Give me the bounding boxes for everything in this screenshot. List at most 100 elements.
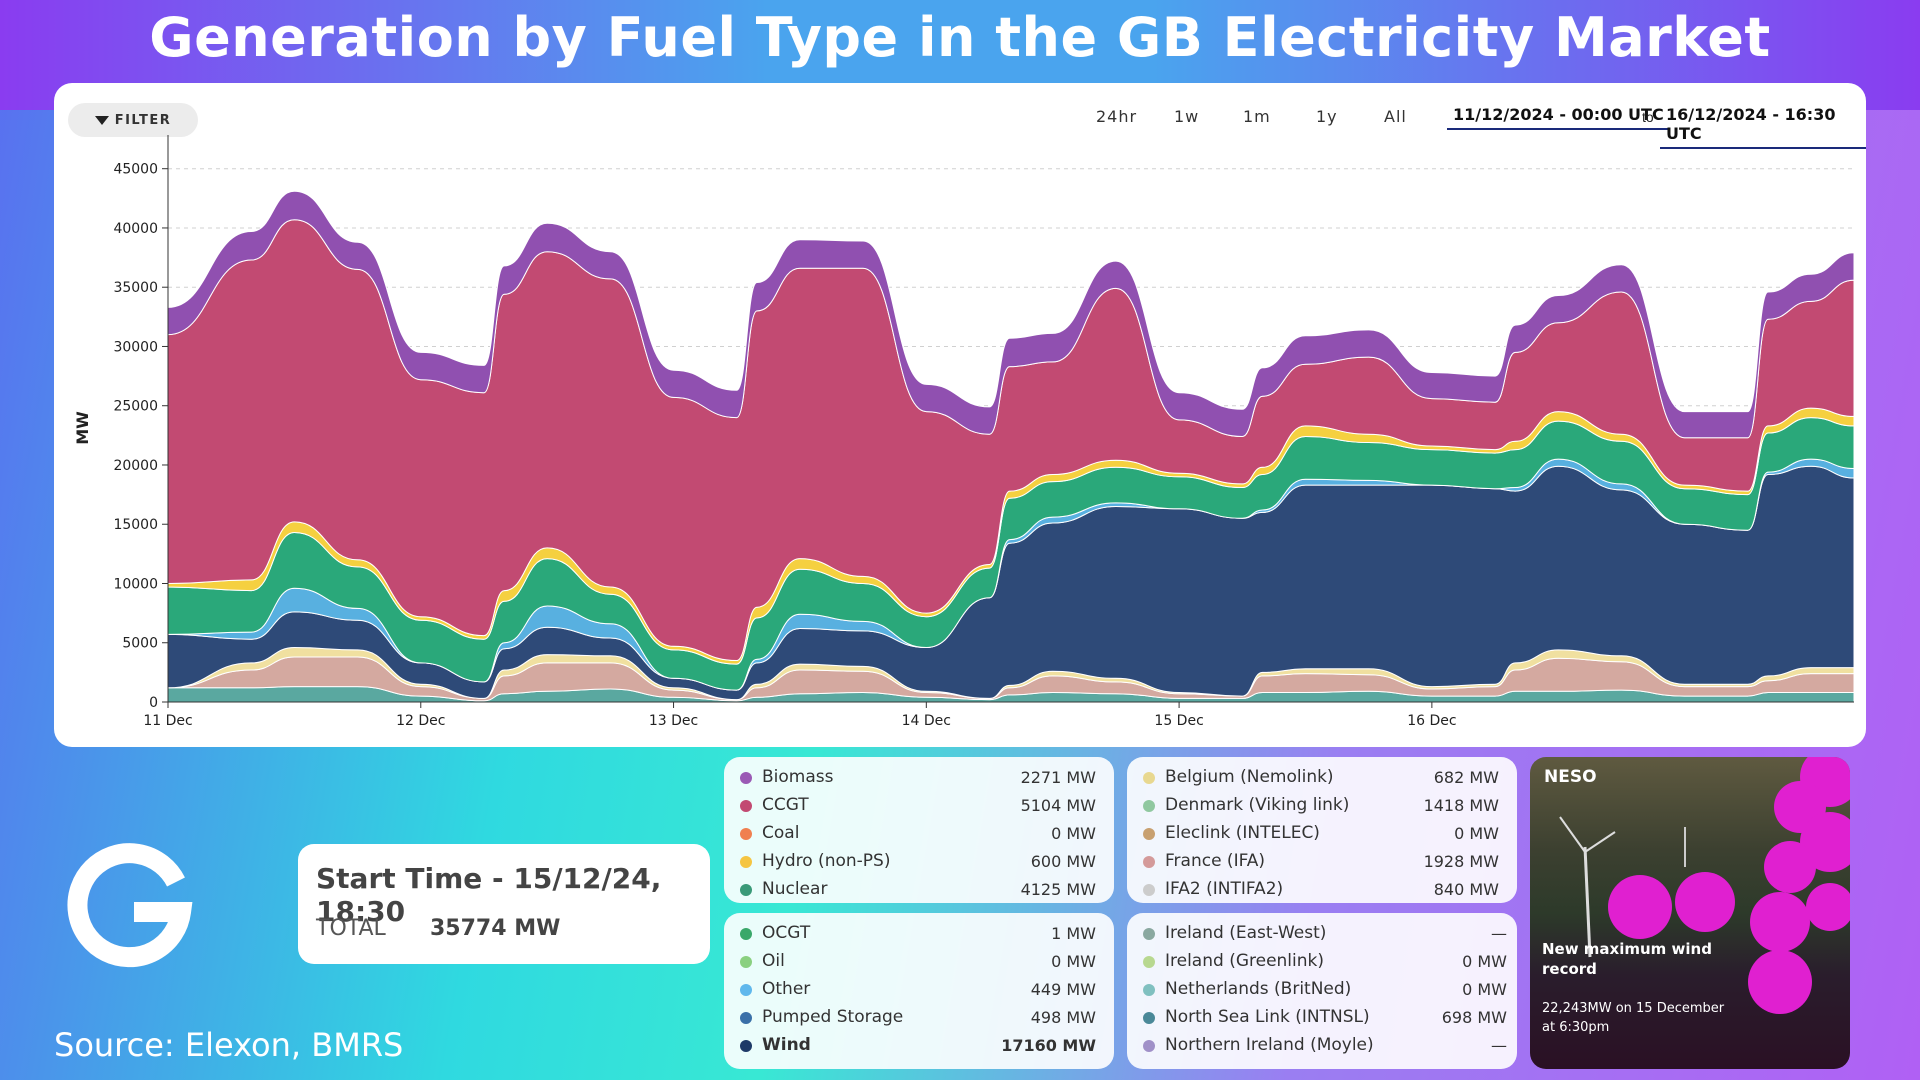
legend-label: Oil bbox=[762, 951, 785, 971]
legend-row[interactable]: Biomass 2271 MW bbox=[724, 765, 1114, 791]
legend-panel-interconnectors-b: Ireland (East-West) — Ireland (Greenlink) 0… bbox=[1127, 913, 1517, 1069]
legend-swatch bbox=[740, 800, 752, 812]
y-tick-label: 5000 bbox=[122, 636, 158, 652]
legend-swatch bbox=[740, 828, 752, 840]
legend-swatch bbox=[1143, 1040, 1155, 1052]
legend-swatch bbox=[740, 1012, 752, 1024]
legend-value: 600 MW bbox=[1030, 852, 1096, 871]
legend-swatch bbox=[1143, 928, 1155, 940]
legend-row[interactable]: Ireland (East-West) — bbox=[1127, 921, 1517, 947]
legend-value: 17160 MW bbox=[1001, 1036, 1096, 1055]
legend-swatch bbox=[740, 928, 752, 940]
legend-value: 5104 MW bbox=[1020, 796, 1096, 815]
legend-row[interactable]: Wind 17160 MW bbox=[724, 1033, 1114, 1059]
legend-row[interactable]: Oil 0 MW bbox=[724, 949, 1114, 975]
legend-swatch bbox=[1143, 1012, 1155, 1024]
legend-value: 4125 MW bbox=[1020, 880, 1096, 899]
legend-value: 449 MW bbox=[1030, 980, 1096, 999]
legend-row[interactable]: Netherlands (BritNed) 0 MW bbox=[1127, 977, 1517, 1003]
date-separator: to bbox=[1642, 109, 1654, 125]
legend-label: IFA2 (INTIFA2) bbox=[1165, 879, 1284, 899]
legend-swatch bbox=[1143, 884, 1155, 896]
legend-row[interactable]: Coal 0 MW bbox=[724, 821, 1114, 847]
y-tick-label: 10000 bbox=[113, 576, 158, 592]
legend-row[interactable]: Belgium (Nemolink) 682 MW bbox=[1127, 765, 1517, 791]
generation-area-chart: 0 5000 10000 15000 20000 25000 30000 35000 40000… bbox=[73, 135, 1855, 729]
legend-value: 2271 MW bbox=[1020, 768, 1096, 787]
legend-row[interactable]: Eleclink (INTELEC) 0 MW bbox=[1127, 821, 1517, 847]
x-tick-label: 15 Dec bbox=[1154, 713, 1203, 729]
filter-icon bbox=[94, 115, 109, 125]
y-tick-label: 40000 bbox=[113, 221, 158, 237]
neso-promo-card[interactable]: NESO New maximum wind record 22,243MW on… bbox=[1530, 757, 1850, 1069]
start-time-title: Start Time - 15/12/24, 18:30 bbox=[316, 862, 662, 928]
legend-swatch bbox=[740, 856, 752, 868]
legend-value: 698 MW bbox=[1441, 1008, 1507, 1027]
total-value: 35774 MW bbox=[430, 916, 561, 941]
legend-swatch bbox=[740, 1040, 752, 1052]
x-tick-label: 14 Dec bbox=[902, 713, 951, 729]
legend-value: 498 MW bbox=[1030, 1008, 1096, 1027]
legend-panel-fuels: Biomass 2271 MW CCGT 5104 MW Coal 0 MW Hydro (… bbox=[724, 757, 1114, 903]
legend-value: 1928 MW bbox=[1423, 852, 1499, 871]
legend-value: 0 MW bbox=[1462, 980, 1507, 999]
legend-row[interactable]: Other 449 MW bbox=[724, 977, 1114, 1003]
legend-row[interactable]: North Sea Link (INTNSL) 698 MW bbox=[1127, 1005, 1517, 1031]
legend-label: Nuclear bbox=[762, 879, 828, 899]
legend-row[interactable]: Hydro (non-PS) 600 MW bbox=[724, 849, 1114, 875]
promo-detail-2: at 6:30pm bbox=[1542, 1020, 1610, 1035]
range-1y[interactable]: 1y bbox=[1316, 107, 1338, 126]
legend-label: Denmark (Viking link) bbox=[1165, 795, 1350, 815]
legend-swatch bbox=[740, 772, 752, 784]
chart-card: FILTER 24hr 1w 1m 1y All 11/12/2024 - 00… bbox=[54, 83, 1866, 747]
legend-swatch bbox=[1143, 856, 1155, 868]
legend-swatch bbox=[1143, 772, 1155, 784]
legend-swatch bbox=[740, 956, 752, 968]
legend-row[interactable]: CCGT 5104 MW bbox=[724, 793, 1114, 819]
legend-row[interactable]: OCGT 1 MW bbox=[724, 921, 1114, 947]
legend-value: 0 MW bbox=[1454, 824, 1499, 843]
legend-value: 1418 MW bbox=[1423, 796, 1499, 815]
legend-value: 840 MW bbox=[1433, 880, 1499, 899]
x-tick-label: 13 Dec bbox=[649, 713, 698, 729]
promo-detail-1: 22,243MW on 15 December bbox=[1542, 1001, 1725, 1016]
x-tick-label: 12 Dec bbox=[396, 713, 445, 729]
legend-panel-interconnectors-a: Belgium (Nemolink) 682 MW Denmark (Viking … bbox=[1127, 757, 1517, 903]
legend-swatch bbox=[740, 884, 752, 896]
range-1w[interactable]: 1w bbox=[1174, 107, 1200, 126]
legend-row[interactable]: Denmark (Viking link) 1418 MW bbox=[1127, 793, 1517, 819]
neso-brand: NESO bbox=[1544, 767, 1597, 787]
legend-label: OCGT bbox=[762, 923, 811, 943]
legend-swatch bbox=[1143, 828, 1155, 840]
legend-label: Belgium (Nemolink) bbox=[1165, 767, 1334, 787]
legend-label: Wind bbox=[762, 1035, 811, 1055]
page-title: Generation by Fuel Type in the GB Electr… bbox=[149, 6, 1771, 69]
legend-label: Biomass bbox=[762, 767, 834, 787]
legend-row[interactable]: Pumped Storage 498 MW bbox=[724, 1005, 1114, 1031]
area-series-biomass bbox=[167, 190, 1855, 439]
source-credit: Source: Elexon, BMRS bbox=[54, 1026, 404, 1064]
filter-label: FILTER bbox=[114, 112, 172, 128]
filter-button[interactable]: FILTER bbox=[68, 103, 198, 137]
legend-value: 1 MW bbox=[1051, 924, 1096, 943]
legend-row[interactable]: France (IFA) 1928 MW bbox=[1127, 849, 1517, 875]
legend-row[interactable]: Nuclear 4125 MW bbox=[724, 877, 1114, 903]
legend-row[interactable]: IFA2 (INTIFA2) 840 MW bbox=[1127, 877, 1517, 903]
legend-row[interactable]: Northern Ireland (Moyle) — bbox=[1127, 1033, 1517, 1059]
legend-value: — bbox=[1491, 924, 1507, 943]
range-all[interactable]: All bbox=[1384, 107, 1407, 126]
legend-swatch bbox=[740, 984, 752, 996]
y-tick-label: 30000 bbox=[113, 339, 158, 355]
y-tick-label: 20000 bbox=[113, 458, 158, 474]
y-axis-label: MW bbox=[73, 411, 92, 445]
legend-label: Coal bbox=[762, 823, 800, 843]
range-24hr[interactable]: 24hr bbox=[1096, 107, 1138, 126]
promo-headline: New maximum wind record bbox=[1542, 940, 1712, 978]
range-1m[interactable]: 1m bbox=[1243, 107, 1271, 126]
legend-row[interactable]: Ireland (Greenlink) 0 MW bbox=[1127, 949, 1517, 975]
legend-value: — bbox=[1491, 1036, 1507, 1055]
y-tick-label: 0 bbox=[149, 695, 158, 711]
date-to-field[interactable]: 16/12/2024 - 16:30 UTC bbox=[1660, 105, 1866, 149]
date-from-field[interactable]: 11/12/2024 - 00:00 UTC bbox=[1447, 105, 1670, 130]
legend-swatch bbox=[1143, 800, 1155, 812]
